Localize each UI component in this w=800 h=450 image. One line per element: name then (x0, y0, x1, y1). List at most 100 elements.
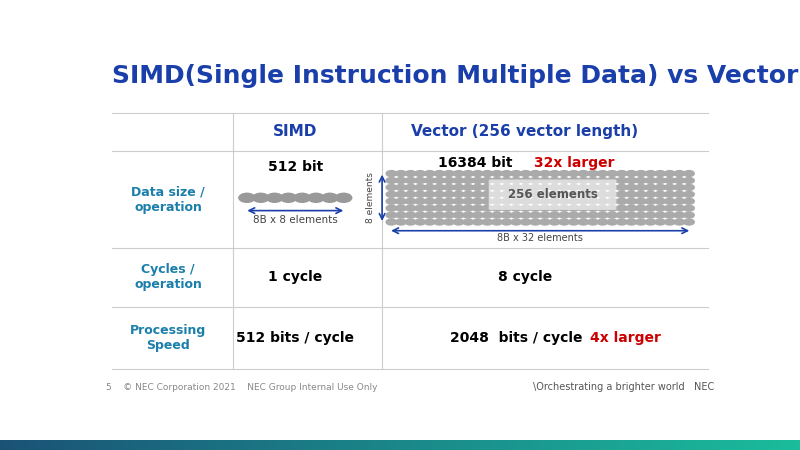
Circle shape (482, 198, 493, 204)
Circle shape (386, 191, 397, 197)
Circle shape (569, 191, 579, 197)
Circle shape (550, 171, 560, 176)
Circle shape (559, 198, 570, 204)
Text: Cycles /
operation: Cycles / operation (134, 264, 202, 292)
Circle shape (454, 219, 464, 225)
Text: 32x larger: 32x larger (534, 156, 614, 170)
Bar (620, 440, 624, 450)
Circle shape (636, 184, 646, 190)
Bar (544, 440, 548, 450)
Bar (716, 440, 720, 450)
Circle shape (569, 198, 579, 204)
Circle shape (607, 178, 618, 184)
Bar (676, 440, 680, 450)
Circle shape (569, 205, 579, 211)
Circle shape (454, 171, 464, 176)
Circle shape (665, 219, 675, 225)
Circle shape (598, 178, 608, 184)
Bar (528, 440, 532, 450)
Circle shape (550, 212, 560, 218)
Bar (232, 440, 236, 450)
Circle shape (598, 205, 608, 211)
Circle shape (425, 171, 435, 176)
Bar (660, 440, 664, 450)
Circle shape (684, 198, 694, 204)
Circle shape (578, 171, 589, 176)
Circle shape (482, 191, 493, 197)
Bar (784, 440, 788, 450)
Bar (532, 440, 536, 450)
Circle shape (598, 198, 608, 204)
Bar (56, 440, 60, 450)
Circle shape (492, 205, 502, 211)
Circle shape (578, 184, 589, 190)
Bar (436, 440, 440, 450)
Circle shape (473, 184, 483, 190)
Bar (168, 440, 172, 450)
Bar (308, 440, 312, 450)
Bar (680, 440, 684, 450)
Bar (52, 440, 56, 450)
Bar (768, 440, 772, 450)
Circle shape (598, 219, 608, 225)
Bar (444, 440, 448, 450)
Circle shape (636, 178, 646, 184)
Bar (764, 440, 768, 450)
Circle shape (521, 205, 531, 211)
Circle shape (434, 219, 445, 225)
Bar (380, 440, 384, 450)
Circle shape (578, 198, 589, 204)
Circle shape (463, 205, 474, 211)
Bar (572, 440, 576, 450)
Text: \Orchestrating a brighter world   NEC: \Orchestrating a brighter world NEC (533, 382, 714, 392)
Circle shape (502, 171, 512, 176)
Bar (568, 440, 572, 450)
Circle shape (463, 212, 474, 218)
Bar (288, 440, 292, 450)
Bar (156, 440, 160, 450)
Bar (236, 440, 240, 450)
Bar (36, 440, 40, 450)
Bar (772, 440, 776, 450)
Bar (504, 440, 508, 450)
Bar (512, 440, 516, 450)
Bar (652, 440, 656, 450)
Circle shape (684, 205, 694, 211)
Circle shape (607, 198, 618, 204)
Circle shape (646, 191, 656, 197)
Bar (452, 440, 456, 450)
Circle shape (406, 184, 416, 190)
Bar (260, 440, 264, 450)
Circle shape (425, 212, 435, 218)
Circle shape (521, 184, 531, 190)
Circle shape (444, 205, 454, 211)
Bar (724, 440, 728, 450)
Bar (460, 440, 464, 450)
Circle shape (492, 212, 502, 218)
Bar (788, 440, 792, 450)
Bar (292, 440, 296, 450)
Text: SIMD(Single Instruction Multiple Data) vs Vector: SIMD(Single Instruction Multiple Data) v… (112, 64, 798, 88)
Bar (484, 440, 488, 450)
Circle shape (239, 194, 255, 202)
Circle shape (396, 171, 406, 176)
Bar (476, 440, 480, 450)
Bar (792, 440, 796, 450)
Circle shape (540, 171, 550, 176)
Circle shape (617, 205, 627, 211)
Circle shape (434, 212, 445, 218)
Circle shape (444, 184, 454, 190)
Bar (212, 440, 216, 450)
Circle shape (511, 219, 522, 225)
Bar (384, 440, 388, 450)
Bar (712, 440, 716, 450)
Circle shape (674, 184, 685, 190)
Circle shape (559, 219, 570, 225)
Bar (84, 440, 88, 450)
Circle shape (454, 178, 464, 184)
Circle shape (502, 184, 512, 190)
Bar (496, 440, 500, 450)
Circle shape (559, 191, 570, 197)
Bar (628, 440, 632, 450)
Bar (16, 440, 20, 450)
